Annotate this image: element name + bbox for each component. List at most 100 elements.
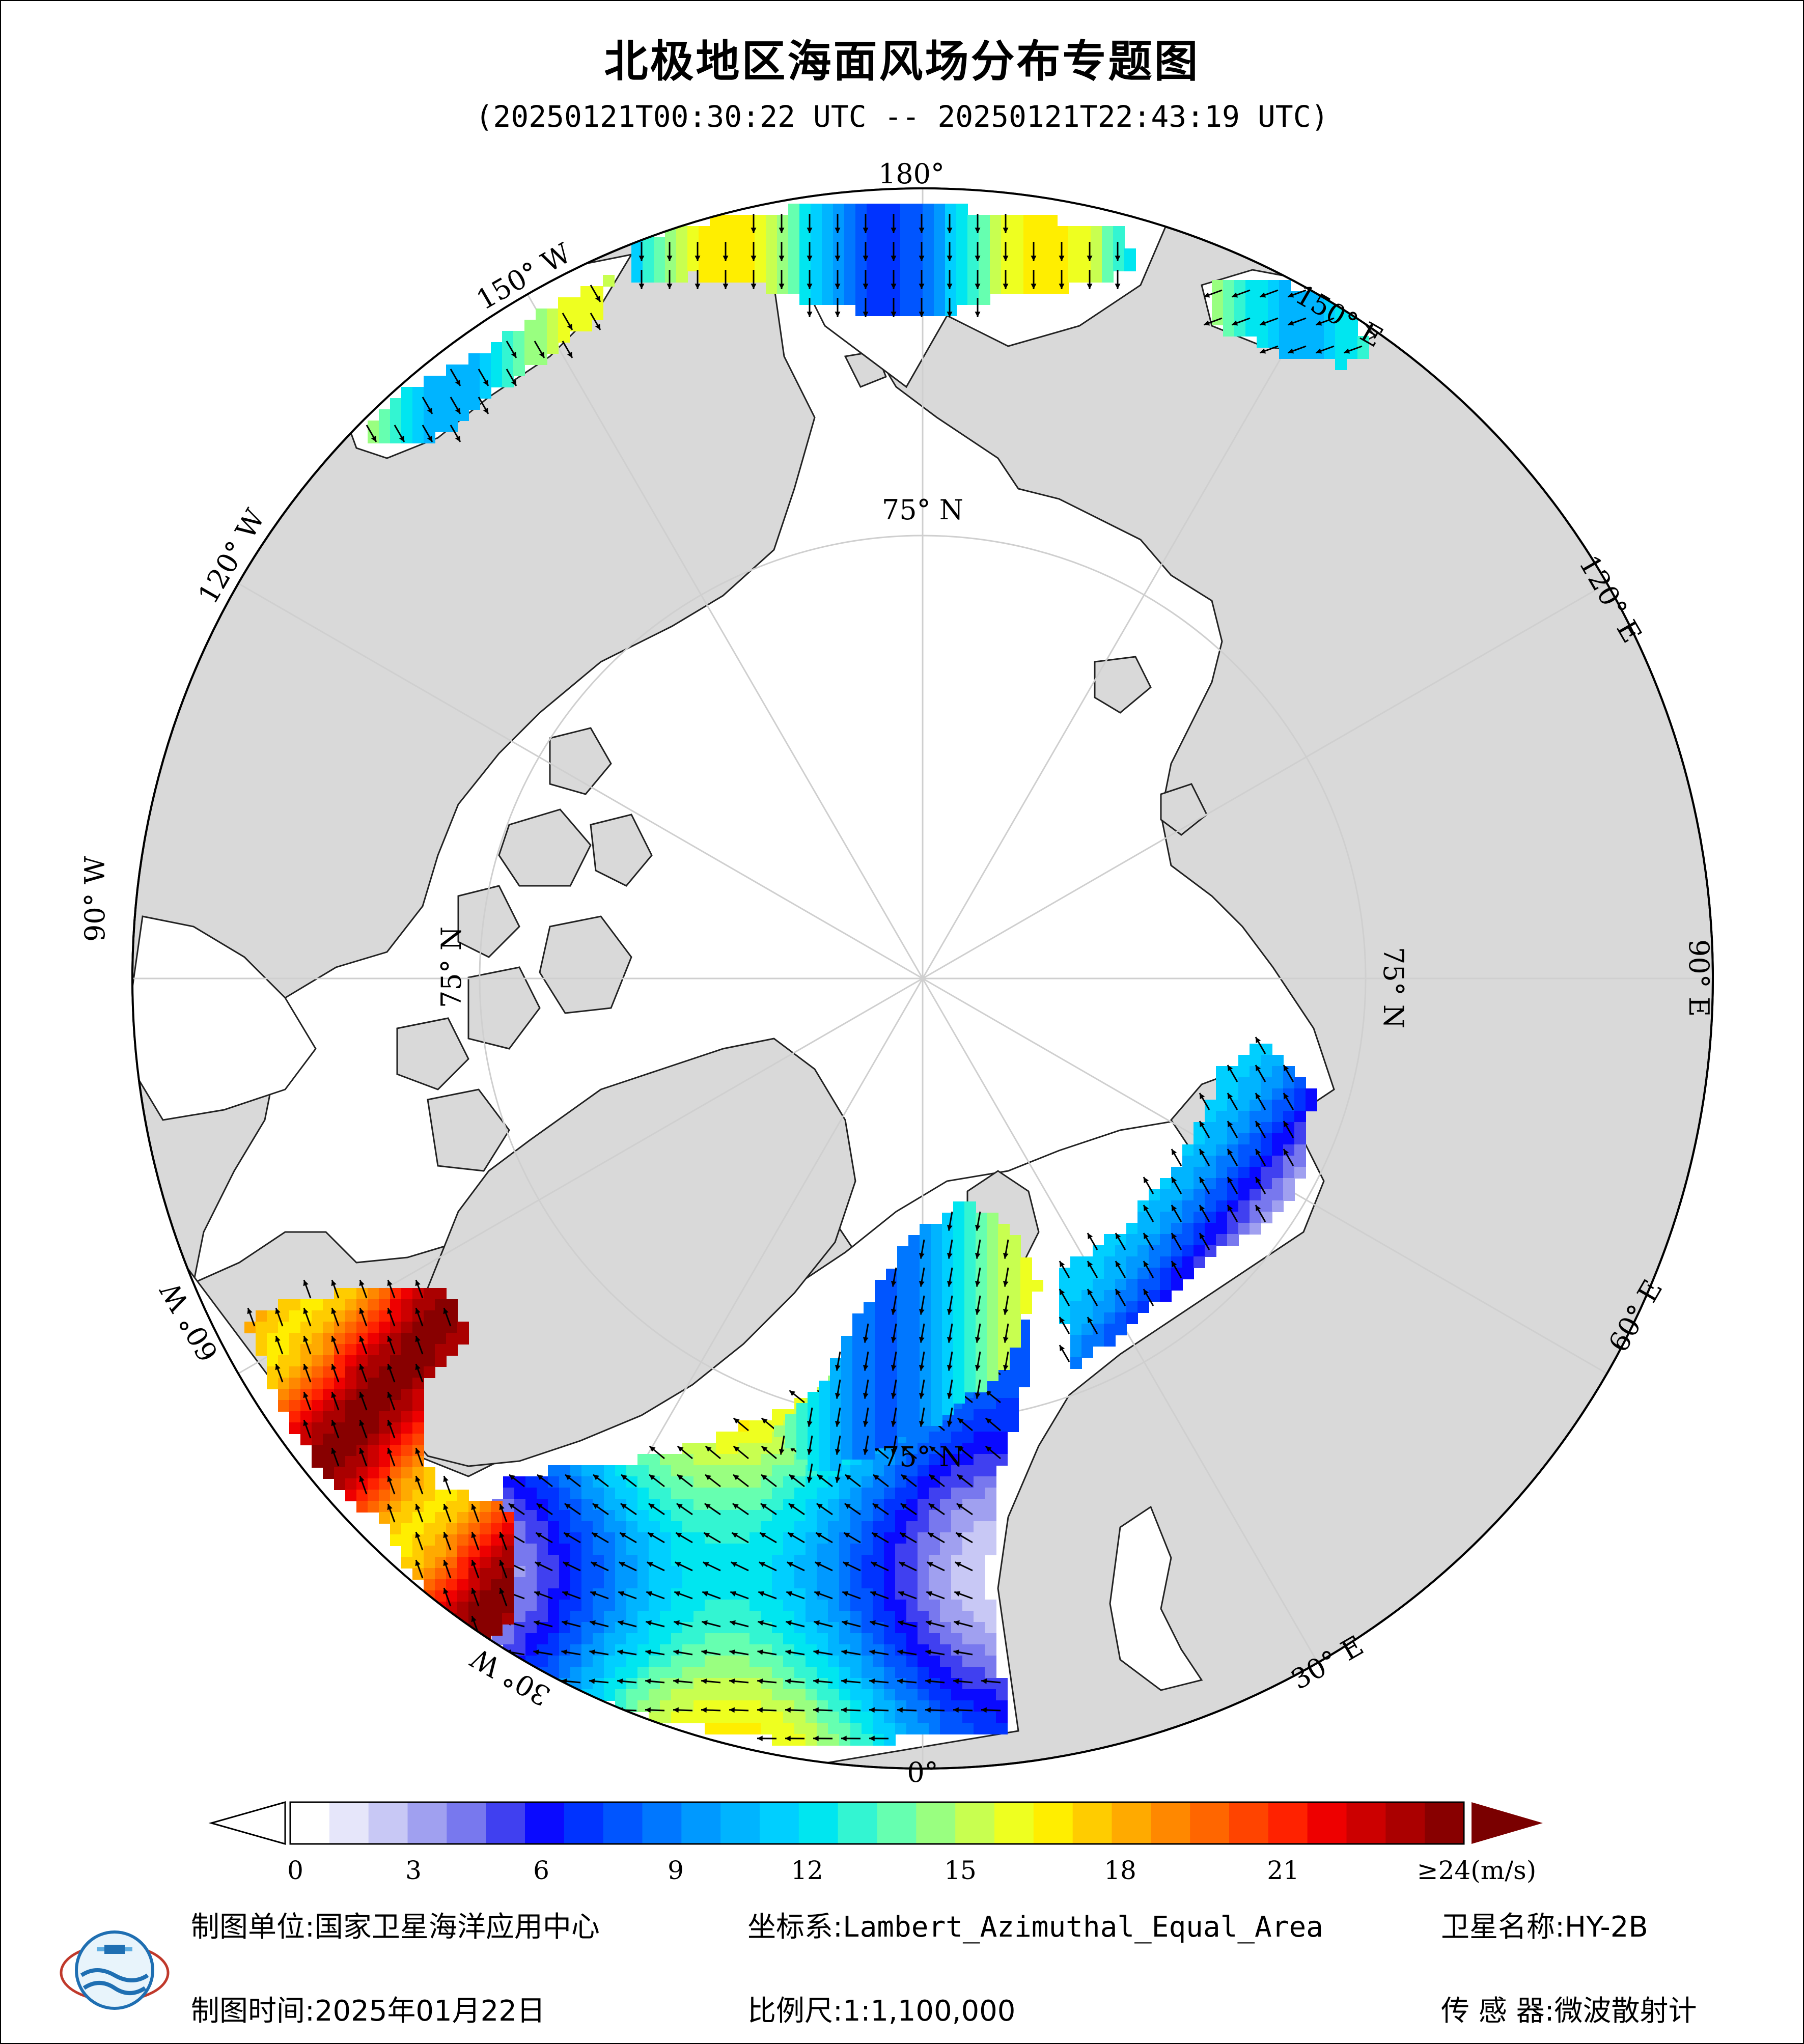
wind-speed-cell: [412, 1523, 424, 1535]
wind-vector-arrowhead: [1003, 228, 1009, 233]
wind-speed-cell: [974, 1532, 985, 1544]
wind-speed-cell: [974, 1398, 985, 1410]
wind-speed-cell: [1091, 226, 1102, 238]
wind-speed-cell: [1301, 336, 1313, 348]
wind-speed-cell: [1104, 1301, 1116, 1313]
wind-speed-cell: [457, 398, 469, 410]
wind-speed-cell: [1020, 1302, 1032, 1314]
wind-speed-cell: [974, 1656, 985, 1667]
wind-speed-cell: [525, 1566, 537, 1578]
wind-speed-cell: [783, 1622, 795, 1634]
wind-speed-cell: [811, 260, 822, 271]
wind-speed-cell: [785, 1437, 797, 1448]
wind-vector-arrowhead: [331, 1392, 337, 1398]
wind-speed-cell: [626, 1611, 638, 1622]
wind-speed-cell: [1035, 215, 1046, 227]
wind-speed-cell: [581, 1667, 593, 1678]
wind-speed-cell: [705, 1611, 716, 1622]
wind-speed-cell: [732, 237, 744, 249]
wind-vector-arrowhead: [1200, 1177, 1205, 1184]
wind-vector-arrowhead: [1200, 1093, 1205, 1100]
wind-vector-arrowhead: [757, 1649, 763, 1655]
wind-speed-cell: [875, 1425, 886, 1437]
wind-speed-cell: [660, 1700, 672, 1712]
wind-speed-cell: [884, 1465, 896, 1477]
wind-vector-arrowhead: [1115, 284, 1121, 289]
wind-speed-cell: [721, 226, 733, 238]
wind-speed-cell: [911, 293, 923, 305]
wind-speed-cell: [951, 1443, 963, 1454]
wind-speed-cell: [895, 1510, 907, 1522]
coordinate-label: 坐标系:: [747, 1911, 843, 1944]
wind-speed-cell: [1057, 271, 1069, 283]
wind-speed-cell: [1126, 1223, 1138, 1235]
wind-speed-cell: [558, 320, 570, 331]
wind-vector-arrowhead: [807, 284, 813, 289]
wind-vector-arrowhead: [869, 1649, 875, 1655]
wind-speed-cell: [862, 1476, 873, 1488]
wind-speed-cell: [940, 1465, 952, 1477]
wind-speed-cell: [604, 1488, 616, 1499]
wind-speed-cell: [593, 1510, 604, 1522]
wind-speed-cell: [817, 1700, 828, 1712]
wind-speed-cell: [412, 1434, 424, 1445]
wind-vector-arrowhead: [814, 1591, 821, 1597]
wind-speed-cell: [772, 1521, 784, 1533]
wind-vector-arrowhead: [947, 284, 953, 289]
wind-vector-arrowhead: [733, 1418, 740, 1424]
wind-speed-cell: [716, 1712, 728, 1723]
wind-speed-cell: [985, 1633, 996, 1645]
wind-speed-cell: [289, 1344, 301, 1356]
date-info: 制图时间:2025年01月22日: [191, 1988, 545, 2029]
wind-speed-cell: [873, 1465, 884, 1477]
colorbar-tick: 6: [533, 1856, 549, 1885]
wind-speed-cell: [412, 1400, 424, 1412]
wind-speed-cell: [1294, 1156, 1306, 1167]
wind-speed-cell: [1294, 1122, 1306, 1134]
wind-speed-cell: [1126, 1234, 1138, 1246]
wind-speed-cell: [637, 1532, 649, 1544]
wind-vector-arrowhead: [869, 1678, 875, 1684]
wind-vector-arrowhead: [785, 1649, 791, 1655]
wind-speed-cell: [772, 1600, 784, 1611]
wind-speed-cell: [278, 1333, 290, 1345]
wind-speed-cell: [1261, 1066, 1272, 1078]
wind-speed-cell: [844, 282, 856, 294]
wind-speed-cell: [525, 1532, 537, 1544]
wind-speed-cell: [1035, 282, 1046, 294]
wind-speed-cell: [345, 1467, 357, 1479]
wind-vector-arrowhead: [751, 228, 757, 233]
wind-speed-cell: [750, 1577, 761, 1589]
wind-speed-cell: [548, 1600, 560, 1611]
wind-speed-cell: [345, 1456, 357, 1468]
wind-speed-cell: [435, 1546, 447, 1557]
wind-speed-cell: [502, 1602, 514, 1613]
wind-speed-cell: [738, 1611, 750, 1622]
wind-speed-cell: [987, 1325, 998, 1336]
wind-vector-arrowhead: [1116, 1261, 1121, 1268]
wind-speed-cell: [468, 1512, 480, 1524]
wind-vector-arrowhead: [563, 1562, 569, 1567]
wind-speed-cell: [920, 1403, 931, 1415]
wind-speed-cell: [637, 1465, 649, 1477]
wind-speed-cell: [886, 1302, 898, 1314]
wind-vector-arrowhead: [779, 228, 785, 233]
wind-speed-cell: [581, 1521, 593, 1533]
wind-speed-cell: [850, 1723, 862, 1734]
wind-speed-cell: [974, 1588, 985, 1600]
wind-speed-cell: [1290, 325, 1302, 337]
wind-speed-cell: [1113, 237, 1125, 249]
wind-speed-cell: [940, 1712, 952, 1723]
wind-speed-cell: [1035, 260, 1046, 271]
wind-speed-cell: [806, 1577, 817, 1589]
wind-speed-cell: [368, 1366, 379, 1378]
wind-speed-cell: [833, 293, 845, 305]
wind-speed-cell: [1104, 1268, 1116, 1279]
wind-speed-cell: [953, 1302, 965, 1314]
wind-speed-cell: [468, 1579, 480, 1591]
wind-speed-cell: [699, 226, 710, 238]
wind-speed-cell: [345, 1411, 357, 1423]
wind-speed-cell: [615, 1465, 627, 1477]
wind-speed-cell: [906, 1633, 918, 1645]
wind-speed-cell: [906, 1499, 918, 1510]
